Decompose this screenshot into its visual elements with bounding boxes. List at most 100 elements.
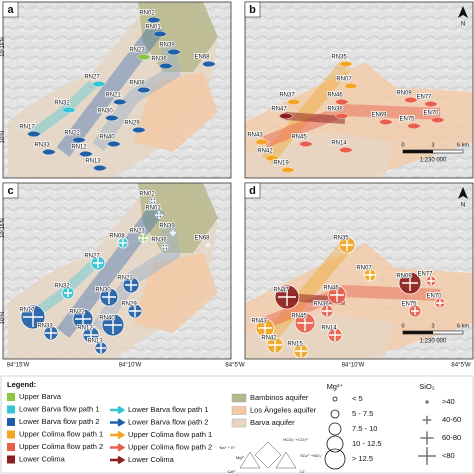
sample-marker	[136, 53, 152, 61]
legend-label: Upper Colima flow path 1	[19, 429, 103, 438]
panel-letter-box	[2, 182, 19, 199]
station-label: RN46	[323, 286, 339, 292]
sio2-symbol	[436, 299, 444, 307]
station-label: RN14	[321, 326, 337, 332]
sio2-symbol	[295, 345, 307, 357]
legend-label: 40-60	[442, 415, 461, 424]
sample-marker	[91, 80, 107, 88]
station-label: RN01	[145, 206, 161, 212]
station-label: RN23	[129, 48, 145, 54]
panel-letter: a	[7, 4, 14, 16]
sample-marker	[166, 48, 182, 56]
station-label: EN70	[426, 294, 442, 300]
sample-marker	[158, 62, 174, 70]
station-label: RN42	[261, 336, 277, 342]
sample-marker	[338, 60, 354, 68]
lat-label: 10°N	[0, 131, 6, 143]
lat-label: 10°15'N	[0, 37, 6, 56]
station-label: RN45	[291, 314, 307, 320]
sample-marker	[201, 60, 217, 68]
legend-swatch	[231, 418, 247, 428]
station-label: RN21	[117, 276, 133, 282]
map-body	[245, 183, 473, 359]
aquifer	[138, 183, 218, 253]
station-label: RN12	[71, 145, 87, 151]
station-label: RN07	[356, 266, 372, 272]
legend-swatch	[231, 393, 247, 403]
sample-marker	[71, 136, 87, 144]
legend-label: < 5	[352, 394, 363, 403]
sio2-symbol	[155, 211, 163, 219]
sio2-symbol	[364, 269, 376, 281]
legend-label: Upper Colima flow path 2	[128, 442, 212, 451]
sample-marker	[112, 98, 128, 106]
legend-arrow	[110, 455, 126, 465]
lon-label: 84°5'W	[451, 363, 471, 369]
sample-marker	[298, 140, 314, 148]
legend-label: Lower Colima	[19, 454, 66, 463]
sio2-symbol	[402, 275, 418, 291]
flow-band	[261, 61, 351, 165]
station-label: RN39	[159, 43, 175, 49]
piper-label: Ca²⁺	[227, 469, 236, 474]
station-label: RN40	[99, 316, 115, 322]
aquifer	[133, 253, 218, 333]
panel-border	[244, 1, 474, 179]
sio2-symbol	[75, 311, 91, 327]
legend-label: 7.5 - 10	[352, 424, 377, 433]
sio2-symbol	[258, 321, 272, 335]
legend-label: <80	[442, 451, 455, 460]
station-label: RN35	[331, 55, 347, 61]
station-label: RN30	[95, 288, 111, 294]
sio2-symbol	[297, 315, 313, 331]
lon-label: 84°5'W	[225, 363, 245, 369]
station-label: EN70	[423, 111, 439, 117]
panel-border	[2, 182, 232, 360]
legend-swatch	[7, 405, 15, 414]
station-label: RN40	[99, 135, 115, 141]
legend-label: Barva aquifer	[250, 418, 295, 427]
sample-marker	[26, 130, 42, 138]
legend-label: Bambinos aquifer	[250, 393, 309, 402]
legend-mg-symbol	[328, 422, 342, 436]
legend-swatch	[7, 418, 15, 426]
scale-tick: 6 km	[457, 142, 469, 148]
scale-bar	[403, 150, 433, 153]
map-panel: RN02 RN01 RN23 RN39 RN36 EN68 RN27 RN08 RN32 RN21…	[0, 1, 232, 179]
sample-marker	[41, 148, 57, 156]
sio2-symbol	[23, 307, 43, 327]
sample-marker	[334, 112, 350, 120]
station-label: RN08	[109, 234, 125, 240]
station-label: RN39	[159, 224, 175, 230]
sio2-symbol	[322, 306, 332, 316]
station-label: RN27	[84, 254, 100, 260]
sio2-symbol	[162, 244, 168, 250]
station-label: RN07	[336, 77, 352, 83]
station-label: RN47	[273, 288, 289, 294]
flow-band	[284, 112, 346, 124]
north-arrow	[458, 6, 468, 18]
piper-label: Na⁺ + K⁺	[219, 445, 236, 450]
station-label: RN29	[121, 302, 137, 308]
map-panel: RN35 RN07 RN09 EN77 RN47 RN46 RN36 EN75 EN70 RN43…	[244, 182, 474, 369]
panel-letter-box	[244, 182, 261, 199]
station-label: RN13	[85, 159, 101, 165]
piper-label: Mg²⁺	[236, 455, 245, 460]
aquifer	[133, 72, 218, 152]
legend-sio2-symbol	[422, 415, 432, 425]
legend-label: Upper Colima flow path 1	[128, 430, 212, 439]
legend-label: Lower Barva flow path 1	[128, 405, 208, 414]
sample-marker	[378, 118, 394, 126]
sio2-symbol	[170, 230, 176, 236]
sio2-symbol	[96, 343, 106, 353]
scale-tick: 3	[431, 323, 434, 329]
legend-title: Mg²⁺	[327, 382, 344, 391]
legend-label: Upper Colima flow path 2	[19, 442, 103, 451]
map-body	[245, 2, 473, 178]
legend-arrow	[110, 430, 126, 440]
legend-label: >40	[442, 397, 455, 406]
station-label: RN09	[396, 91, 412, 97]
station-label: RN47	[271, 107, 287, 113]
station-label: RN22	[69, 310, 85, 316]
sio2-symbol	[329, 329, 341, 341]
